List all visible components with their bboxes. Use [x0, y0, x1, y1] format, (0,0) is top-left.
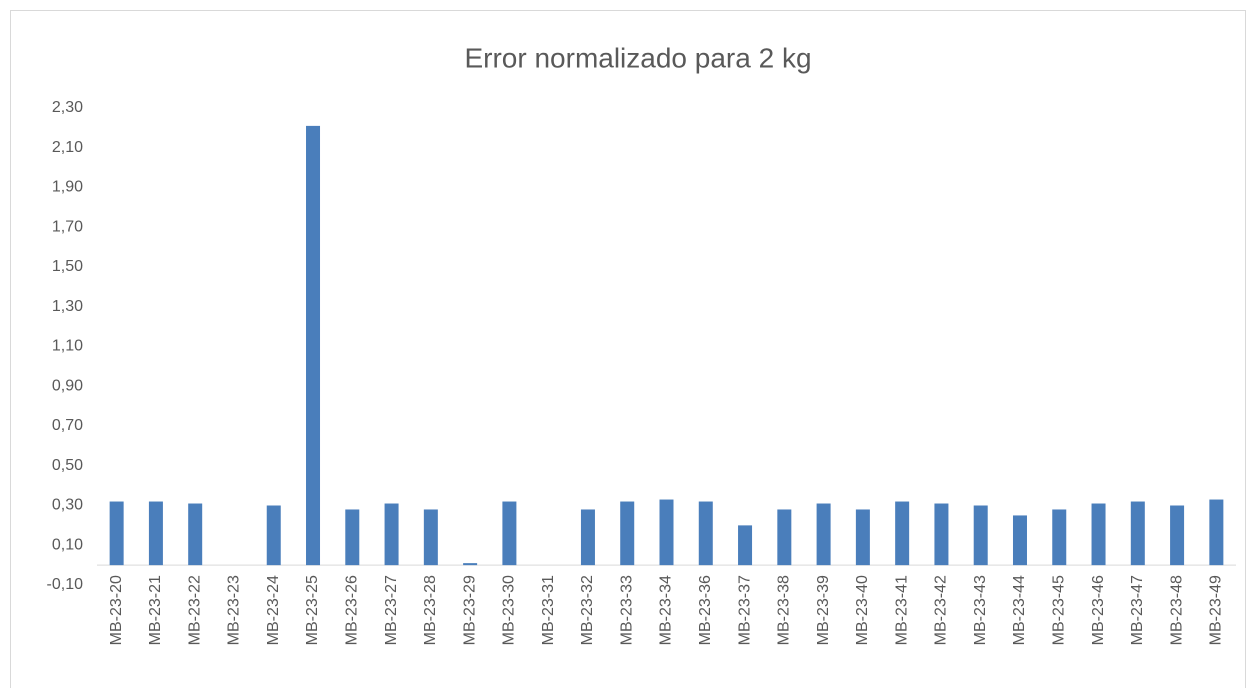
bar — [1091, 503, 1106, 566]
bar — [502, 501, 517, 566]
x-tick-label: MB-23-28 — [422, 575, 439, 645]
x-tick-label: MB-23-27 — [383, 575, 400, 645]
bar — [1170, 505, 1185, 566]
x-tick-label: MB-23-32 — [579, 575, 596, 645]
y-tick-label: 0,90 — [52, 377, 83, 394]
bar — [188, 503, 203, 566]
x-tick-label: MB-23-24 — [265, 575, 282, 645]
bar — [306, 125, 321, 566]
bar — [266, 505, 281, 566]
x-tick-label: MB-23-29 — [461, 575, 478, 645]
x-tick-label: MB-23-42 — [933, 575, 950, 645]
y-tick-label: 2,30 — [52, 99, 83, 116]
bar — [1012, 515, 1027, 566]
x-tick-label: MB-23-20 — [108, 575, 125, 645]
bar — [698, 501, 713, 566]
x-tick-label: MB-23-22 — [186, 575, 203, 645]
chart-border — [10, 10, 1246, 688]
chart-title: Error normalizado para 2 kg — [464, 42, 811, 73]
x-tick-label: MB-23-25 — [304, 575, 321, 645]
bar — [895, 501, 910, 566]
x-tick-label: MB-23-49 — [1208, 575, 1225, 645]
bar — [659, 499, 674, 566]
x-tick-label: MB-23-41 — [893, 575, 910, 645]
y-tick-label: 1,10 — [52, 338, 83, 355]
x-tick-label: MB-23-46 — [1090, 575, 1107, 645]
y-tick-label: 0,70 — [52, 417, 83, 434]
x-tick-label: MB-23-37 — [736, 575, 753, 645]
bar — [973, 505, 988, 566]
y-tick-label: 0,50 — [52, 457, 83, 474]
x-tick-label: MB-23-40 — [854, 575, 871, 645]
bar — [738, 525, 753, 566]
x-tick-label: MB-23-45 — [1050, 575, 1067, 645]
bar — [620, 501, 635, 566]
y-tick-label: 0,10 — [52, 536, 83, 553]
x-tick-label: MB-23-31 — [540, 575, 557, 645]
bar — [109, 501, 124, 566]
x-tick-label: MB-23-26 — [344, 575, 361, 645]
x-tick-label: MB-23-47 — [1129, 575, 1146, 645]
bar — [816, 503, 831, 566]
y-tick-label: 2,10 — [52, 139, 83, 156]
y-tick-label: 1,50 — [52, 258, 83, 275]
bar — [777, 509, 792, 566]
y-tick-label: 1,70 — [52, 218, 83, 235]
x-tick-label: MB-23-38 — [776, 575, 793, 645]
x-tick-label: MB-23-39 — [815, 575, 832, 645]
y-tick-label: 0,30 — [52, 497, 83, 514]
bar — [463, 563, 478, 566]
y-tick-label: -0,10 — [47, 576, 84, 593]
x-tick-label: MB-23-34 — [658, 575, 675, 645]
x-tick-label: MB-23-33 — [618, 575, 635, 645]
y-tick-label: 1,30 — [52, 298, 83, 315]
bar — [1130, 501, 1145, 566]
bar — [345, 509, 360, 566]
x-tick-label: MB-23-21 — [147, 575, 164, 645]
bar — [384, 503, 399, 566]
bar — [148, 501, 163, 566]
x-tick-label: MB-23-30 — [501, 575, 518, 645]
bar — [1052, 509, 1067, 566]
bar — [580, 509, 595, 566]
bar — [1209, 499, 1224, 566]
bar — [934, 503, 949, 566]
bar — [423, 509, 438, 566]
y-tick-label: 1,90 — [52, 179, 83, 196]
x-tick-label: MB-23-36 — [697, 575, 714, 645]
x-tick-label: MB-23-43 — [972, 575, 989, 645]
x-tick-label: MB-23-23 — [226, 575, 243, 645]
x-tick-label: MB-23-44 — [1011, 575, 1028, 645]
x-tick-label: MB-23-48 — [1168, 575, 1185, 645]
bar — [855, 509, 870, 566]
